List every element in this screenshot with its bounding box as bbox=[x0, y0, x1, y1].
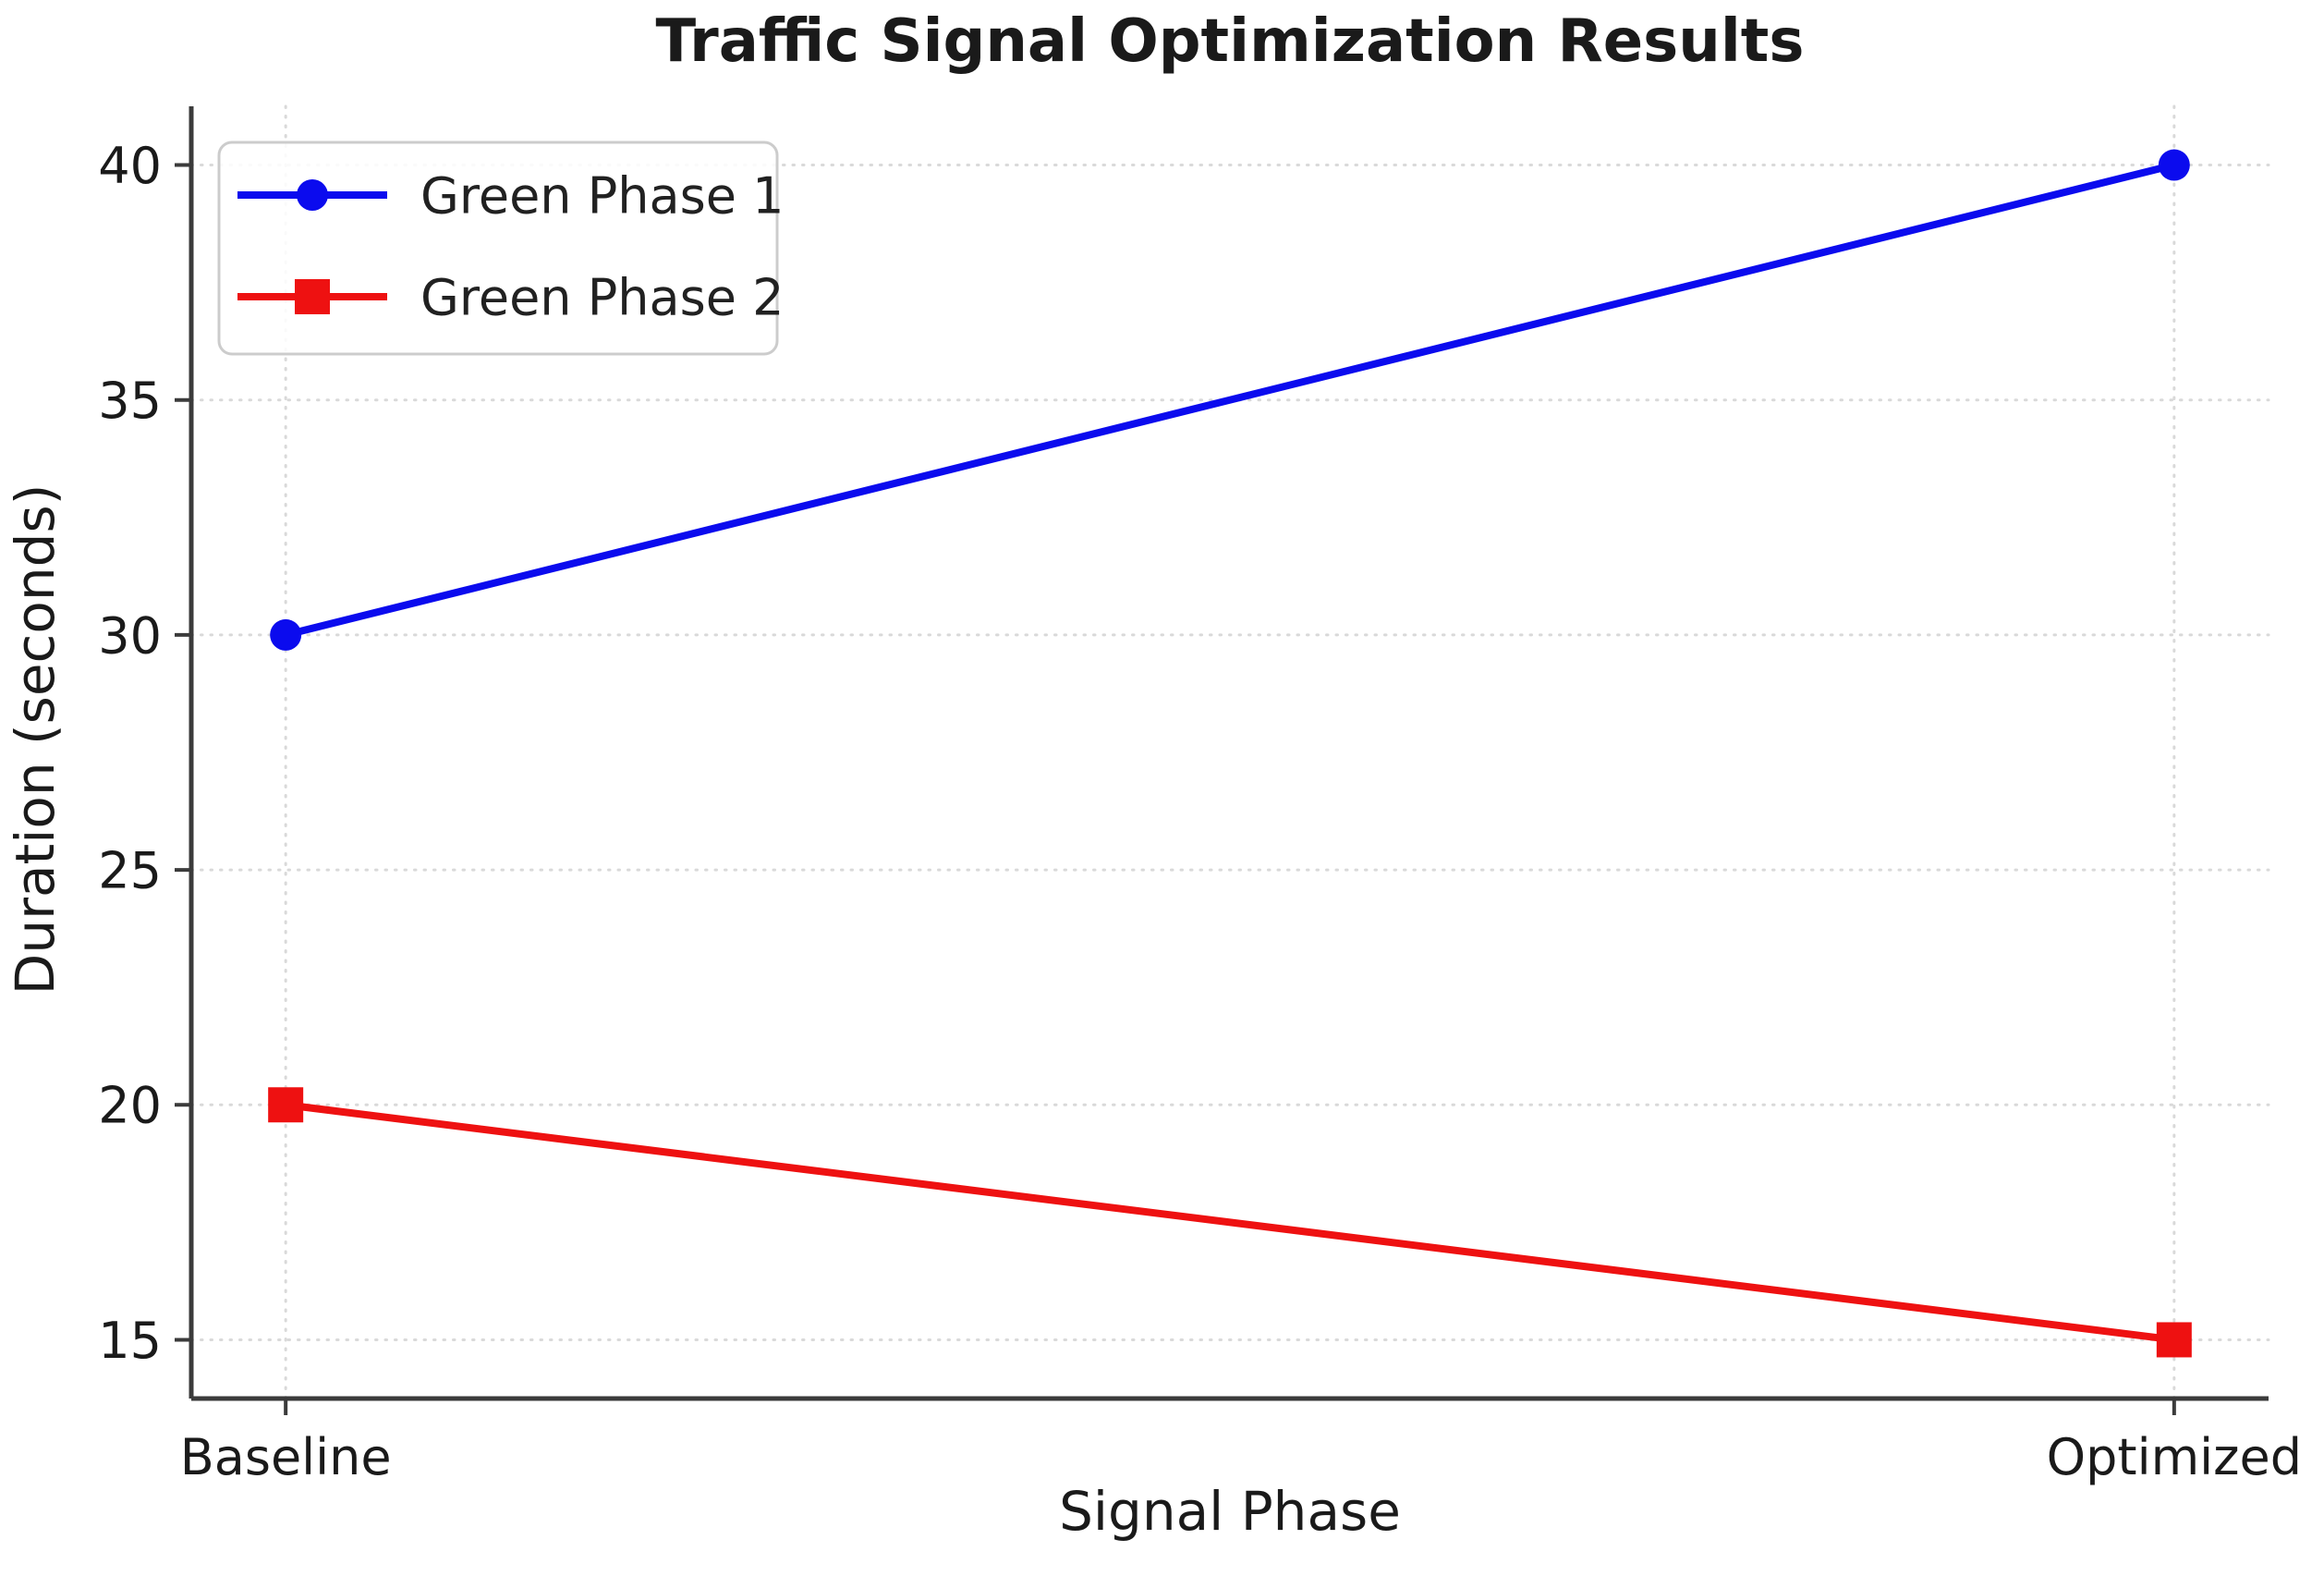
y-tick-label: 35 bbox=[98, 372, 162, 430]
x-tick-label: Baseline bbox=[180, 1428, 392, 1486]
x-tick-label: Optimized bbox=[2047, 1428, 2302, 1486]
series-marker-circle bbox=[2158, 149, 2190, 181]
series-marker-square bbox=[2156, 1322, 2192, 1358]
y-tick-label: 20 bbox=[98, 1077, 162, 1135]
y-tick-label: 15 bbox=[98, 1312, 162, 1370]
legend-label: Green Phase 2 bbox=[420, 268, 784, 326]
legend-marker-square bbox=[295, 279, 330, 314]
series-marker-circle bbox=[270, 618, 302, 651]
legend-label: Green Phase 1 bbox=[420, 166, 784, 225]
series-line-green-phase-2 bbox=[285, 1101, 2175, 1344]
series-layer bbox=[268, 149, 2192, 1358]
series-marker-square bbox=[268, 1087, 304, 1123]
y-axis-label: Duration (seconds) bbox=[4, 484, 67, 996]
legend: Green Phase 1 Green Phase 2 bbox=[217, 140, 784, 356]
y-tick-label: 40 bbox=[98, 137, 162, 195]
x-axis-label: Signal Phase bbox=[1059, 1480, 1401, 1543]
series-line-green-phase-1 bbox=[285, 161, 2175, 639]
legend-marker-circle bbox=[297, 179, 328, 211]
axis-layer: 15 20 25 30 35 40 Baseline Optimized bbox=[98, 106, 2302, 1486]
chart-title: Traffic Signal Optimization Results bbox=[656, 7, 1805, 76]
y-tick-label: 30 bbox=[98, 606, 162, 665]
y-tick-label: 25 bbox=[98, 842, 162, 900]
